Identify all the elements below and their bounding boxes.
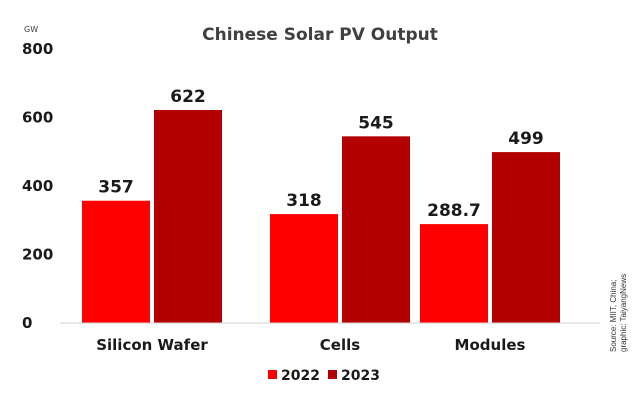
legend-label-2022: 2022 bbox=[281, 368, 320, 384]
bar-2022-silicon-wafer bbox=[82, 200, 150, 323]
x-tick-label: Cells bbox=[320, 336, 360, 354]
y-axis-unit: GW bbox=[24, 25, 38, 34]
bar-2023-cells bbox=[342, 136, 410, 323]
data-label: 318 bbox=[286, 191, 322, 211]
y-tick-label: 200 bbox=[22, 246, 53, 264]
source-line-2: graphic: TaiyangNews bbox=[619, 274, 628, 352]
y-axis: 0 200 400 600 800 bbox=[22, 40, 53, 332]
bar-2023-modules bbox=[492, 152, 560, 323]
data-label: 357 bbox=[98, 178, 134, 198]
legend: 2022 2023 bbox=[268, 368, 380, 384]
y-tick-label: 0 bbox=[22, 314, 32, 332]
legend-swatch-2022 bbox=[268, 370, 277, 379]
legend-label-2023: 2023 bbox=[341, 368, 380, 384]
x-tick-label: Modules bbox=[455, 336, 526, 354]
source-note: Source: MIIT, China; graphic: TaiyangNew… bbox=[609, 274, 628, 352]
data-label: 499 bbox=[508, 129, 544, 149]
bar-2022-modules bbox=[420, 224, 488, 323]
y-tick-label: 800 bbox=[22, 40, 53, 58]
bar-2023-silicon-wafer bbox=[154, 109, 222, 323]
x-axis: Silicon Wafer Cells Modules bbox=[96, 336, 525, 354]
data-label: 622 bbox=[170, 87, 206, 107]
legend-swatch-2023 bbox=[328, 370, 337, 379]
chart-title: Chinese Solar PV Output bbox=[202, 25, 438, 45]
data-label: 545 bbox=[358, 113, 394, 133]
source-line-1: Source: MIIT, China; bbox=[609, 280, 618, 352]
y-tick-label: 400 bbox=[22, 177, 53, 195]
data-labels: 357 622 318 545 288.7 499 bbox=[98, 87, 544, 221]
x-tick-label: Silicon Wafer bbox=[96, 336, 208, 354]
data-label: 288.7 bbox=[427, 201, 481, 221]
bars bbox=[82, 109, 560, 323]
y-tick-label: 600 bbox=[22, 109, 53, 127]
bar-2022-cells bbox=[270, 214, 338, 323]
